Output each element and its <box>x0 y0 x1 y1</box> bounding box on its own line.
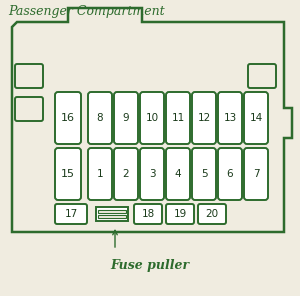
Text: Fuse puller: Fuse puller <box>110 258 190 271</box>
Text: 8: 8 <box>97 113 103 123</box>
Text: 5: 5 <box>201 169 207 179</box>
Text: 3: 3 <box>149 169 155 179</box>
Text: 19: 19 <box>173 209 187 219</box>
FancyBboxPatch shape <box>166 204 194 224</box>
FancyBboxPatch shape <box>15 64 43 88</box>
FancyBboxPatch shape <box>88 148 112 200</box>
FancyBboxPatch shape <box>140 148 164 200</box>
Text: 20: 20 <box>206 209 219 219</box>
FancyBboxPatch shape <box>55 204 87 224</box>
Bar <box>98 210 126 213</box>
FancyBboxPatch shape <box>55 148 81 200</box>
FancyBboxPatch shape <box>248 64 276 88</box>
Text: 1: 1 <box>97 169 103 179</box>
FancyBboxPatch shape <box>166 148 190 200</box>
FancyBboxPatch shape <box>192 148 216 200</box>
Text: 14: 14 <box>249 113 262 123</box>
FancyBboxPatch shape <box>244 92 268 144</box>
Text: 10: 10 <box>146 113 159 123</box>
FancyBboxPatch shape <box>140 92 164 144</box>
Text: 4: 4 <box>175 169 181 179</box>
FancyBboxPatch shape <box>218 92 242 144</box>
FancyBboxPatch shape <box>218 148 242 200</box>
Text: 11: 11 <box>171 113 184 123</box>
Text: 6: 6 <box>227 169 233 179</box>
FancyBboxPatch shape <box>192 92 216 144</box>
Text: 9: 9 <box>123 113 129 123</box>
Bar <box>96 207 128 221</box>
FancyBboxPatch shape <box>55 92 81 144</box>
Text: 15: 15 <box>61 169 75 179</box>
Text: 17: 17 <box>64 209 78 219</box>
Text: Passenger Compartment: Passenger Compartment <box>8 5 165 18</box>
FancyBboxPatch shape <box>88 92 112 144</box>
Bar <box>98 215 126 218</box>
Text: 18: 18 <box>141 209 154 219</box>
FancyBboxPatch shape <box>198 204 226 224</box>
FancyBboxPatch shape <box>15 97 43 121</box>
FancyBboxPatch shape <box>166 92 190 144</box>
FancyBboxPatch shape <box>244 148 268 200</box>
FancyBboxPatch shape <box>114 92 138 144</box>
Text: 13: 13 <box>224 113 237 123</box>
Text: 12: 12 <box>197 113 211 123</box>
Text: 7: 7 <box>253 169 259 179</box>
Text: 2: 2 <box>123 169 129 179</box>
FancyBboxPatch shape <box>114 148 138 200</box>
Text: 16: 16 <box>61 113 75 123</box>
FancyBboxPatch shape <box>134 204 162 224</box>
